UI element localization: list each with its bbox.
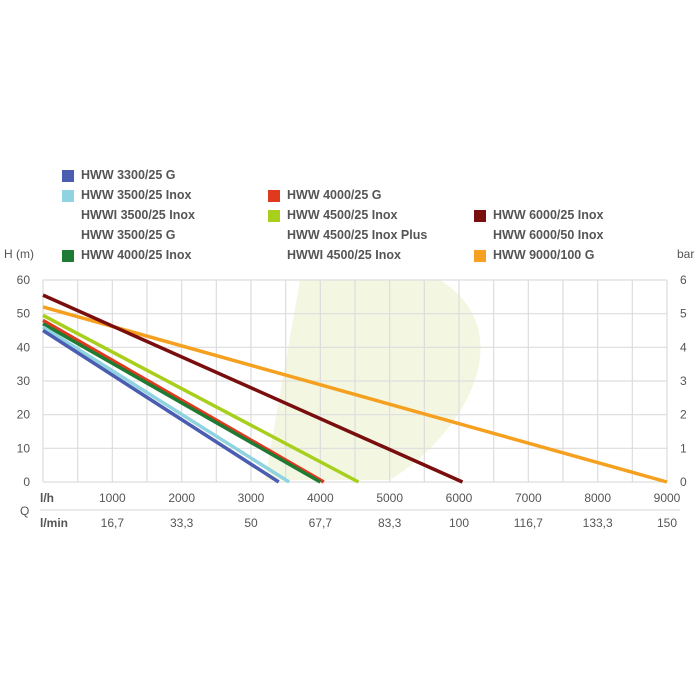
y-tick-label: 40 <box>17 340 31 354</box>
legend-swatch <box>62 170 74 182</box>
x-unit-lh: l/h <box>40 491 54 505</box>
y-tick-label: 0 <box>23 475 30 489</box>
x-tick-label-lmin: 133,3 <box>583 516 613 530</box>
x-tick-label-lmin: 150 <box>657 516 677 530</box>
y-right-tick-label: 0 <box>680 475 687 489</box>
legend-swatch <box>268 190 280 202</box>
series-line-hww-9000-100-g <box>42 305 668 484</box>
x-tick-label: 1000 <box>99 491 126 505</box>
legend-swatch <box>474 210 486 222</box>
legend-label: HWW 6000/25 Inox <box>493 208 604 222</box>
series-line-hww-4000-25-inox <box>42 322 322 484</box>
y-right-axis-label: bar <box>677 247 694 261</box>
y-tick-label: 60 <box>17 273 31 287</box>
series-line-hww-4500-25-inox <box>42 313 360 484</box>
x-tick-label: 3000 <box>238 491 265 505</box>
legend-label: HWW 3300/25 G <box>81 168 176 182</box>
x-tick-label: 2000 <box>168 491 195 505</box>
x-tick-label-lmin: 116,7 <box>514 516 543 530</box>
legend-label: HWW 4000/25 Inox <box>81 248 192 262</box>
x-unit-lmin: l/min <box>40 516 68 530</box>
series-line-hww-4000-25-g <box>42 318 325 484</box>
y-tick-label: 20 <box>17 408 31 422</box>
series-line-hww-6000-25-inox <box>42 293 464 484</box>
legend-label: HWW 3500/25 G <box>81 228 176 242</box>
legend-label: HWWI 4500/25 Inox <box>287 248 401 262</box>
legend-label: HWW 4500/25 Inox <box>287 208 398 222</box>
x-tick-label: 8000 <box>584 491 611 505</box>
y-tick-label: 30 <box>17 374 31 388</box>
legend-swatch <box>62 190 74 202</box>
legend-swatch <box>268 210 280 222</box>
x-tick-label-lmin: 67,7 <box>309 516 333 530</box>
legend-swatch <box>474 250 486 262</box>
legend-label: HWW 6000/50 Inox <box>493 228 604 242</box>
y-right-tick-label: 1 <box>680 441 687 455</box>
legend-label: HWW 9000/100 G <box>493 248 595 262</box>
legend-swatch <box>62 250 74 262</box>
x-tick-label: 7000 <box>515 491 542 505</box>
watermark-drop <box>265 280 481 480</box>
y-right-tick-label: 2 <box>680 408 687 422</box>
x-tick-label-lmin: 100 <box>449 516 469 530</box>
legend-label: HWW 4500/25 Inox Plus <box>287 228 428 242</box>
legend-label: HWWI 3500/25 Inox <box>81 208 195 222</box>
y-right-tick-label: 4 <box>680 340 687 354</box>
series-line-hww-3300-25-g <box>42 329 280 484</box>
x-tick-label: 5000 <box>376 491 403 505</box>
legend-label: HWW 4000/25 G <box>287 188 382 202</box>
y-axis-label: H (m) <box>4 247 34 261</box>
y-right-tick-label: 5 <box>680 307 687 321</box>
y-tick-label: 50 <box>17 307 31 321</box>
x-tick-label: 6000 <box>446 491 473 505</box>
y-tick-label: 10 <box>17 441 31 455</box>
y-right-tick-label: 6 <box>680 273 687 287</box>
x-tick-label: 4000 <box>307 491 334 505</box>
x-tick-label: 9000 <box>654 491 681 505</box>
x-tick-label-lmin: 83,3 <box>378 516 402 530</box>
x-tick-label-lmin: 33,3 <box>170 516 194 530</box>
y-right-tick-label: 3 <box>680 374 687 388</box>
series-line-hww-3500-25-inox <box>42 325 291 484</box>
x-tick-label-lmin: 50 <box>244 516 258 530</box>
legend-label: HWW 3500/25 Inox <box>81 188 192 202</box>
x-axis-label: Q <box>20 504 29 518</box>
x-tick-label-lmin: 16,7 <box>101 516 125 530</box>
